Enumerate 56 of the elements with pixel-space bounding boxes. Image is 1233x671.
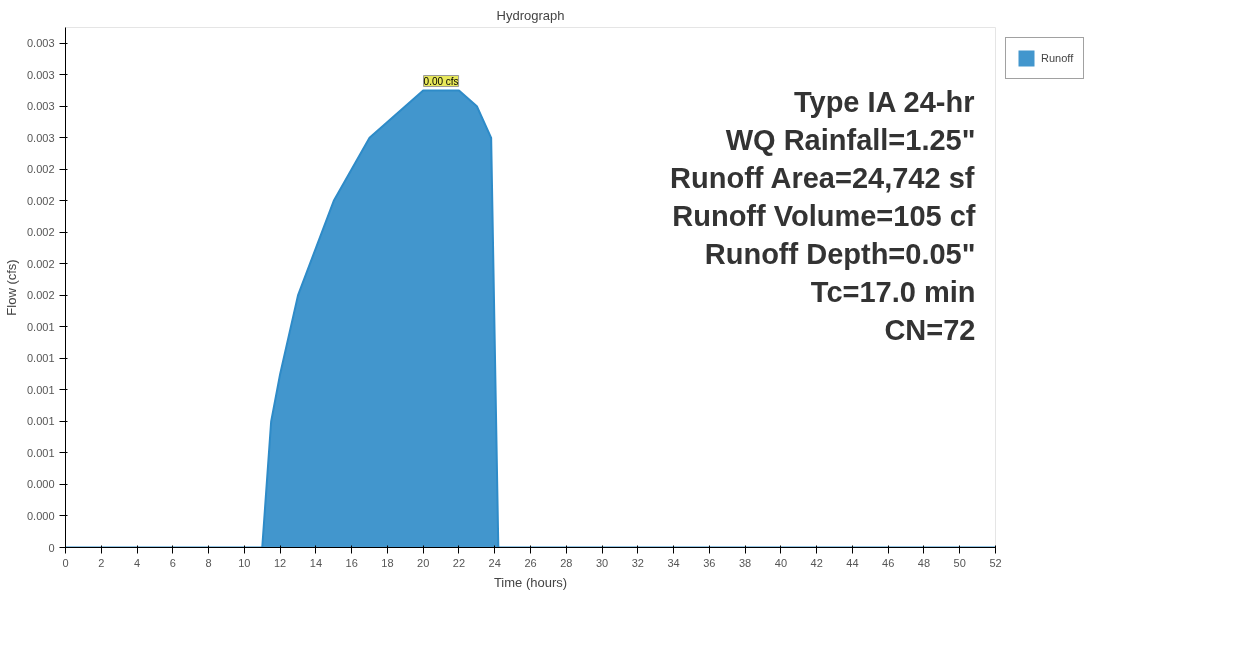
x-tick-label: 22 <box>452 556 466 569</box>
y-tick-label: 0.001 <box>26 352 55 365</box>
y-tick-label: 0.001 <box>26 383 55 396</box>
annotation: Runoff Volume=105 cf <box>672 199 976 232</box>
x-tick-label: 18 <box>381 556 394 569</box>
chart-title: Hydrograph <box>496 7 565 23</box>
x-tick-label: 30 <box>595 556 609 569</box>
y-tick-label: 0.001 <box>26 446 55 459</box>
x-tick-label: 42 <box>810 556 823 569</box>
y-tick-label: 0.000 <box>26 509 55 522</box>
y-tick-label: 0.003 <box>26 131 55 144</box>
x-tick-label: 12 <box>274 556 287 569</box>
x-tick-label: 20 <box>417 556 430 569</box>
x-tick-label: 34 <box>667 556 680 569</box>
x-tick-label: 6 <box>169 556 176 569</box>
y-tick-label: 0.001 <box>26 415 55 428</box>
x-tick-label: 4 <box>133 556 141 569</box>
x-tick-label: 16 <box>345 556 358 569</box>
y-tick-label: 0.001 <box>26 320 55 333</box>
annotation: Type IA 24-hr <box>793 85 975 118</box>
x-tick-label: 46 <box>882 556 895 569</box>
x-tick-label: 0 <box>62 556 69 569</box>
x-tick-label: 32 <box>631 556 644 569</box>
x-tick-label: 40 <box>774 556 788 569</box>
y-tick-label: 0.002 <box>26 163 55 176</box>
y-tick-label: 0 <box>48 541 55 554</box>
x-tick-label: 26 <box>524 556 537 569</box>
legend-label: Runoff <box>1041 52 1074 64</box>
y-tick-label: 0.002 <box>26 226 55 239</box>
annotation: Runoff Depth=0.05" <box>704 237 976 270</box>
y-tick-label: 0.003 <box>26 100 55 113</box>
x-tick-label: 24 <box>488 556 501 569</box>
annotation: Tc=17.0 min <box>810 275 976 308</box>
y-tick-label: 0.002 <box>26 257 55 270</box>
annotation: WQ Rainfall=1.25" <box>725 123 976 156</box>
x-tick-label: 48 <box>917 556 931 569</box>
y-tick-label: 0.003 <box>26 68 55 81</box>
y-tick-label: 0.002 <box>26 194 55 207</box>
x-tick-label: 2 <box>98 556 105 569</box>
annotation: CN=72 <box>884 313 976 346</box>
x-tick-label: 36 <box>703 556 716 569</box>
x-tick-label: 8 <box>205 556 212 569</box>
x-tick-label: 50 <box>953 556 966 569</box>
x-tick-label: 38 <box>739 556 752 569</box>
x-tick-label: 52 <box>989 556 1002 569</box>
y-tick-label: 0.003 <box>26 37 55 50</box>
annotation: Runoff Area=24,742 sf <box>670 161 975 194</box>
x-tick-label: 28 <box>560 556 573 569</box>
x-axis-title: Time (hours) <box>493 574 568 590</box>
y-tick-label: 0.002 <box>26 289 55 302</box>
x-tick-label: 10 <box>238 556 251 569</box>
x-tick-label: 14 <box>309 556 323 569</box>
annotation: 0.00 cfs <box>423 75 459 87</box>
x-tick-label: 44 <box>846 556 859 569</box>
y-tick-label: 0.000 <box>26 478 55 491</box>
y-axis-title: Flow (cfs) <box>3 259 19 316</box>
